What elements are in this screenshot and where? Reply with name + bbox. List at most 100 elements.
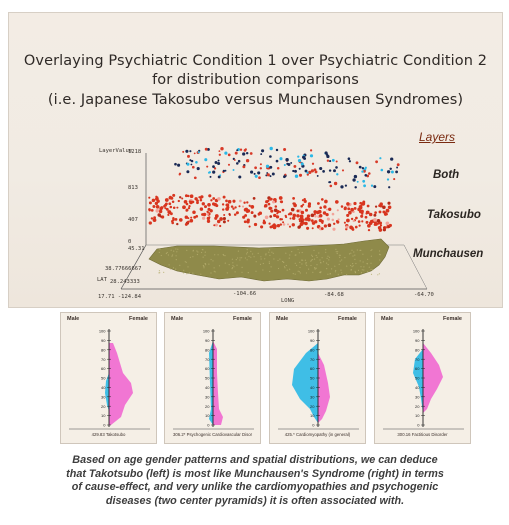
- map-texture-dot: [285, 264, 287, 267]
- takosubo-point: [186, 220, 190, 224]
- map-texture-dot: [360, 272, 363, 274]
- map-texture-dot: [294, 262, 296, 264]
- both-point: [275, 159, 279, 163]
- takosubo-point: [331, 212, 335, 216]
- map-texture-dot: [314, 267, 316, 269]
- both-point: [294, 169, 297, 173]
- takosubo-point: [253, 222, 258, 227]
- map-texture-dot: [196, 253, 198, 256]
- takosubo-point: [267, 199, 270, 203]
- both-point: [362, 179, 366, 183]
- takosubo-point: [286, 223, 290, 226]
- age-tick-label: 30: [415, 394, 420, 399]
- map-texture-dot: [294, 273, 296, 275]
- takosubo-point: [279, 217, 282, 221]
- map-texture-dot: [308, 268, 310, 270]
- map-texture-dot: [283, 261, 285, 263]
- takosubo-point: [182, 205, 186, 210]
- takosubo-point: [323, 224, 328, 228]
- takosubo-point: [299, 214, 303, 218]
- takosubo-point: [319, 206, 322, 209]
- map-texture-dot: [341, 272, 343, 274]
- takosubo-point: [268, 222, 271, 225]
- both-point: [227, 163, 231, 166]
- axis-layer-tick: 813: [128, 185, 138, 191]
- both-point: [364, 166, 367, 169]
- takosubo-point: [227, 199, 232, 204]
- both-point: [271, 172, 275, 176]
- map-texture-dot: [301, 263, 303, 265]
- takosubo-point: [378, 221, 383, 225]
- takosubo-point: [219, 224, 222, 228]
- both-point: [269, 165, 273, 169]
- takosubo-point: [378, 228, 383, 232]
- male-distribution: [413, 349, 423, 413]
- takosubo-point: [388, 223, 392, 227]
- both-point: [304, 169, 308, 173]
- pyramid-caption: 300.16 Factitious Disorder: [397, 432, 448, 437]
- map-texture-dot: [163, 271, 165, 273]
- map-texture-dot: [352, 255, 354, 257]
- both-point: [313, 168, 317, 172]
- both-point: [287, 162, 291, 167]
- map-texture-dot: [327, 255, 329, 257]
- takosubo-point: [387, 205, 392, 210]
- both-point: [306, 171, 309, 174]
- both-point: [298, 167, 301, 170]
- takosubo-point: [242, 215, 246, 219]
- map-texture-dot: [166, 251, 168, 254]
- both-point: [189, 159, 192, 162]
- map-texture-dot: [331, 268, 333, 270]
- takosubo-point: [155, 208, 160, 213]
- takosubo-point: [311, 227, 314, 230]
- takosubo-point: [159, 207, 163, 211]
- map-texture-dot: [314, 268, 316, 270]
- map-texture-dot: [354, 270, 356, 272]
- takosubo-point: [171, 200, 175, 204]
- map-texture-dot: [305, 272, 308, 274]
- both-point: [309, 149, 313, 152]
- both-point: [195, 161, 198, 164]
- map-texture-dot: [368, 266, 370, 268]
- takosubo-point: [279, 223, 283, 226]
- map-texture-dot: [241, 266, 243, 268]
- takosubo-point: [274, 205, 278, 208]
- takosubo-point: [332, 227, 336, 231]
- age-tick-label: 20: [205, 404, 210, 409]
- both-point: [294, 174, 299, 178]
- age-tick-label: 0: [103, 423, 106, 428]
- map-texture-dot: [320, 261, 322, 263]
- both-point: [245, 159, 250, 163]
- takosubo-point: [333, 222, 336, 225]
- both-point: [395, 170, 398, 174]
- age-tick-label: 90: [310, 338, 315, 343]
- takosubo-point: [212, 197, 216, 200]
- both-point: [190, 159, 194, 163]
- takosubo-point: [275, 215, 280, 219]
- map-texture-dot: [306, 264, 308, 267]
- takosubo-point: [314, 215, 317, 218]
- takosubo-point: [353, 206, 357, 210]
- map-texture-dot: [160, 254, 162, 257]
- map-texture-dot: [165, 252, 167, 255]
- takosubo-point: [189, 194, 194, 199]
- map-texture-dot: [339, 256, 341, 258]
- takosubo-point: [364, 215, 368, 219]
- both-point: [297, 155, 300, 158]
- takosubo-point: [310, 213, 315, 218]
- takosubo-point: [267, 202, 271, 206]
- map-texture-dot: [325, 249, 327, 251]
- takosubo-point: [296, 209, 300, 213]
- takosubo-point: [365, 212, 368, 215]
- map-texture-dot: [185, 261, 187, 263]
- takosubo-point: [270, 209, 274, 213]
- map-texture-dot: [346, 265, 348, 267]
- takosubo-point: [320, 198, 324, 201]
- pyramid-factitious: 100 90 80 70 60 50 40 30 20 10 0 Male Female 300.1…: [374, 312, 471, 444]
- takosubo-point: [164, 202, 168, 206]
- map-texture-dot: [352, 265, 354, 267]
- takosubo-point: [178, 218, 183, 222]
- map-texture-dot: [344, 257, 346, 259]
- map-texture-dot: [354, 258, 356, 260]
- takosubo-point: [222, 217, 226, 221]
